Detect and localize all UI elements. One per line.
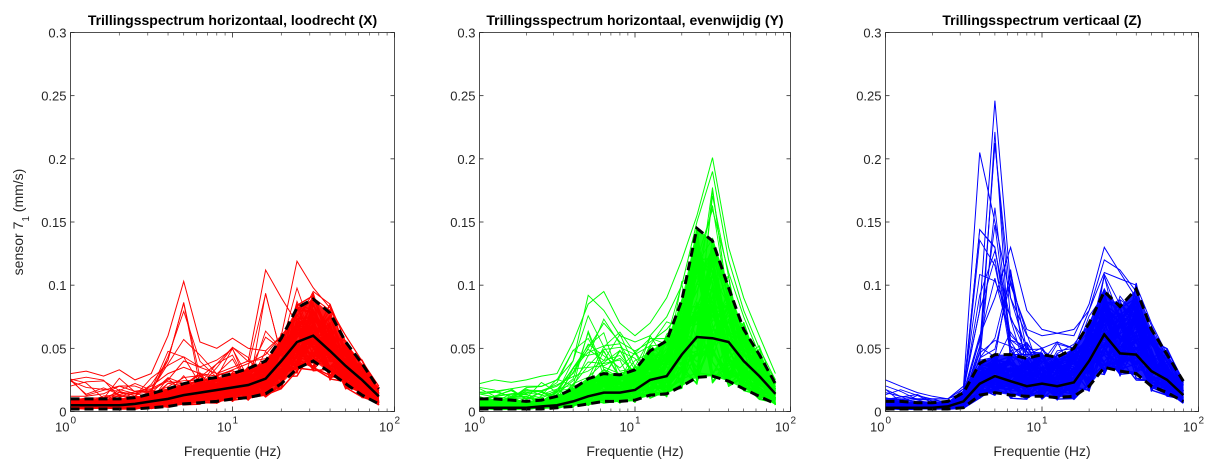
y-tick-label: 0.1 (457, 278, 475, 293)
outlier-line (70, 309, 380, 403)
y-tick-label: 0 (468, 405, 475, 420)
y-tick-label: 0.2 (863, 152, 881, 167)
outlier-line (479, 157, 776, 385)
x-axis-label: Frequentie (Hz) (993, 443, 1090, 459)
outlier-line (70, 309, 379, 398)
y-tick-label: 0.2 (457, 152, 475, 167)
x-tick-label: 10 0 (55, 416, 76, 435)
x-tick-label-exponent: 2 (1199, 416, 1205, 427)
measurement-band (479, 228, 776, 409)
y-tick-label: 0.25 (856, 89, 881, 104)
y-tick-label: 0.15 (450, 215, 475, 230)
y-tick-label: 0.25 (450, 89, 475, 104)
x-tick-label-base: 10 (620, 420, 634, 435)
y-axis-label-subscript: 1 (21, 216, 32, 222)
y-tick-label: 0.25 (41, 89, 66, 104)
x-tick-label-base: 10 (379, 420, 393, 435)
y-axis-label-main: sensor 7 (10, 221, 26, 275)
x-tick-label: 10 1 (620, 416, 641, 435)
y-tick-label: 0.05 (41, 341, 66, 356)
upper-bound-line (885, 286, 1185, 405)
plot-area (70, 259, 381, 411)
outlier-line (885, 152, 1184, 400)
mean-line (885, 332, 1185, 409)
y-tick-label: 0.3 (48, 26, 66, 41)
chart-title: Trillingsspectrum horizontaal, evenwijdi… (486, 12, 783, 28)
outlier-line (70, 268, 380, 397)
x-tick-label-exponent: 1 (635, 416, 641, 427)
outlier-line (885, 245, 1184, 400)
upper-bound-line (479, 225, 777, 403)
chart-title: Trillingsspectrum verticaal (Z) (942, 12, 1141, 28)
x-tick-label: 10 1 (1027, 416, 1048, 435)
y-tick-label: 0.3 (457, 26, 475, 41)
outlier-line (70, 279, 380, 387)
x-tick-label-base: 10 (217, 420, 231, 435)
plot-panel-1: 00.050.10.150.20.250.310 0 10 1 10 2Trillings… (10, 12, 401, 459)
y-tick-label: 0.2 (48, 152, 66, 167)
x-tick-label-base: 10 (1027, 420, 1041, 435)
outlier-line (885, 143, 1184, 407)
y-tick-label: 0.15 (41, 215, 66, 230)
y-tick-label: 0.05 (450, 341, 475, 356)
x-tick-label-exponent: 1 (1042, 416, 1048, 427)
plot-panel-2: 00.050.10.150.20.250.310 0 10 1 10 2Trillings… (450, 12, 796, 459)
outlier-line (70, 316, 379, 405)
x-tick-label-exponent: 2 (395, 416, 401, 427)
x-tick-label-base: 10 (55, 420, 69, 435)
y-tick-label: 0.15 (856, 215, 881, 230)
outlier-line (885, 273, 1184, 404)
outlier-line (885, 258, 1184, 406)
lower-bound-line (479, 374, 777, 411)
x-tick-label-base: 10 (1183, 420, 1197, 435)
outlier-line (479, 274, 776, 397)
y-axis-label-unit: (mm/s) (10, 169, 26, 216)
x-tick-label: 10 0 (464, 416, 485, 435)
x-axis-label: Frequentie (Hz) (184, 443, 281, 459)
x-tick-label-exponent: 0 (886, 416, 892, 427)
plot-area (479, 157, 777, 411)
y-axis-label: sensor 71 (mm/s) (10, 169, 32, 276)
outlier-line (479, 316, 776, 406)
x-tick-label-exponent: 0 (480, 416, 486, 427)
outlier-line (70, 293, 380, 402)
x-tick-label-base: 10 (464, 420, 478, 435)
x-tick-label: 10 0 (870, 416, 891, 435)
y-tick-label: 0.1 (863, 278, 881, 293)
x-tick-label: 10 1 (217, 416, 238, 435)
outlier-line (479, 314, 776, 405)
x-tick-label-exponent: 1 (233, 416, 239, 427)
outlier-line (479, 171, 776, 394)
outlier-line (885, 228, 1184, 403)
outlier-line (479, 276, 776, 399)
plot-panel-3: 00.050.10.150.20.250.310 0 10 1 10 2Trillings… (856, 12, 1204, 459)
outlier-line (70, 332, 380, 404)
outlier-line (70, 332, 380, 400)
x-axis-label: Frequentie (Hz) (586, 443, 683, 459)
measurement-band (70, 299, 379, 409)
x-tick-label: 10 2 (775, 416, 796, 435)
plot-area (885, 100, 1185, 411)
lower-bound-line (885, 365, 1185, 411)
outlier-line (70, 299, 379, 405)
y-tick-label: 0.1 (48, 278, 66, 293)
outlier-line (70, 286, 380, 406)
x-tick-label: 10 2 (1183, 416, 1204, 435)
y-tick-label: 0 (874, 405, 881, 420)
y-tick-label: 0 (59, 405, 66, 420)
x-tick-label: 10 2 (379, 416, 400, 435)
x-tick-label-base: 10 (775, 420, 789, 435)
lower-bound-line (70, 359, 380, 411)
x-tick-label-base: 10 (870, 420, 884, 435)
upper-bound-line (70, 297, 381, 401)
y-tick-label: 0.3 (863, 26, 881, 41)
x-tick-label-exponent: 0 (71, 416, 77, 427)
mean-line (70, 334, 380, 407)
x-tick-label-exponent: 2 (791, 416, 797, 427)
y-tick-label: 0.05 (856, 341, 881, 356)
chart-title: Trillingsspectrum horizontaal, loodrecht… (88, 12, 377, 28)
mean-line (479, 335, 777, 409)
